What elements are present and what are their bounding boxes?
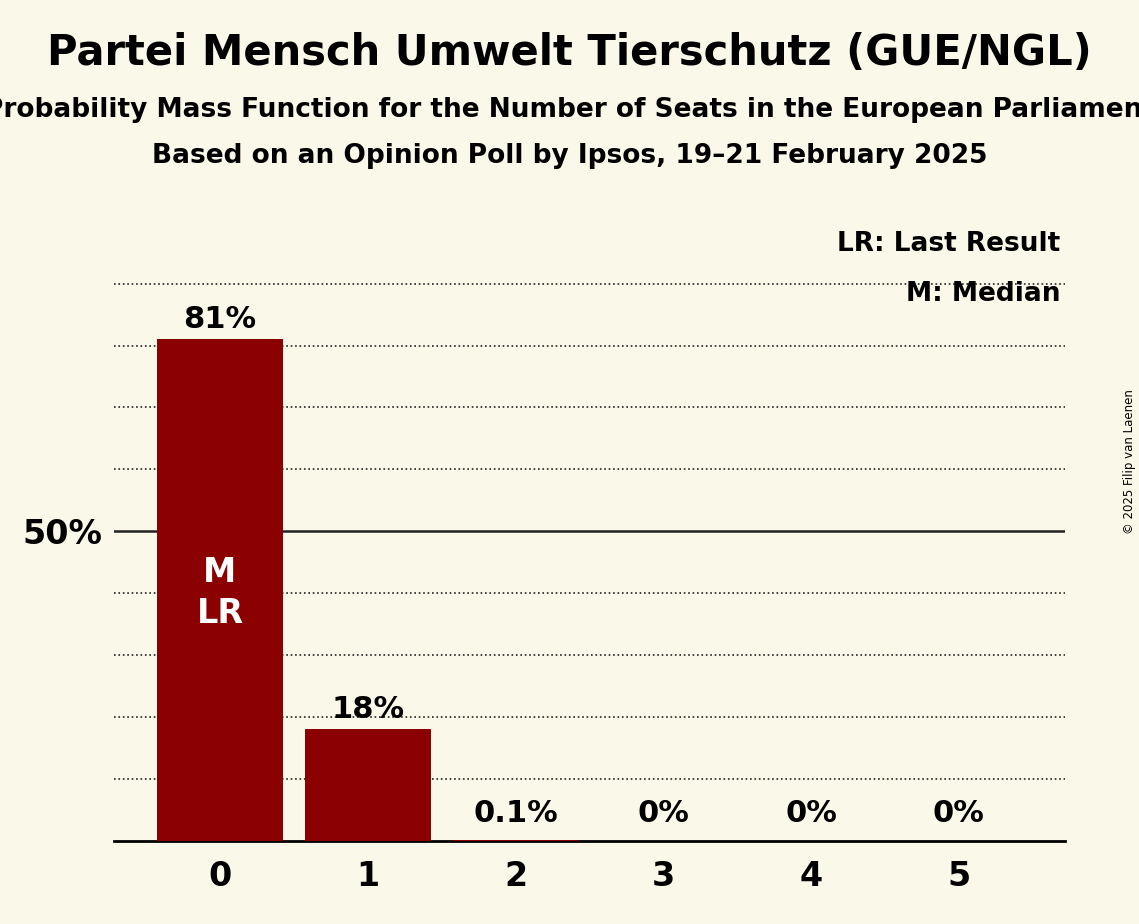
Text: 18%: 18%	[331, 696, 404, 724]
Text: Based on an Opinion Poll by Ipsos, 19–21 February 2025: Based on an Opinion Poll by Ipsos, 19–21…	[151, 143, 988, 169]
Bar	[157, 339, 282, 841]
Text: 0.1%: 0.1%	[473, 799, 558, 829]
Text: Probability Mass Function for the Number of Seats in the European Parliament: Probability Mass Function for the Number…	[0, 97, 1139, 123]
Text: M
LR: M LR	[196, 556, 244, 630]
Text: M: Median: M: Median	[906, 281, 1060, 307]
Text: 81%: 81%	[183, 306, 256, 334]
Text: 0%: 0%	[933, 799, 985, 829]
Text: Partei Mensch Umwelt Tierschutz (GUE/NGL): Partei Mensch Umwelt Tierschutz (GUE/NGL…	[47, 32, 1092, 74]
Bar	[305, 729, 431, 841]
Text: 0%: 0%	[638, 799, 689, 829]
Text: LR: Last Result: LR: Last Result	[837, 231, 1060, 257]
Text: © 2025 Filip van Laenen: © 2025 Filip van Laenen	[1123, 390, 1137, 534]
Text: 0%: 0%	[785, 799, 837, 829]
